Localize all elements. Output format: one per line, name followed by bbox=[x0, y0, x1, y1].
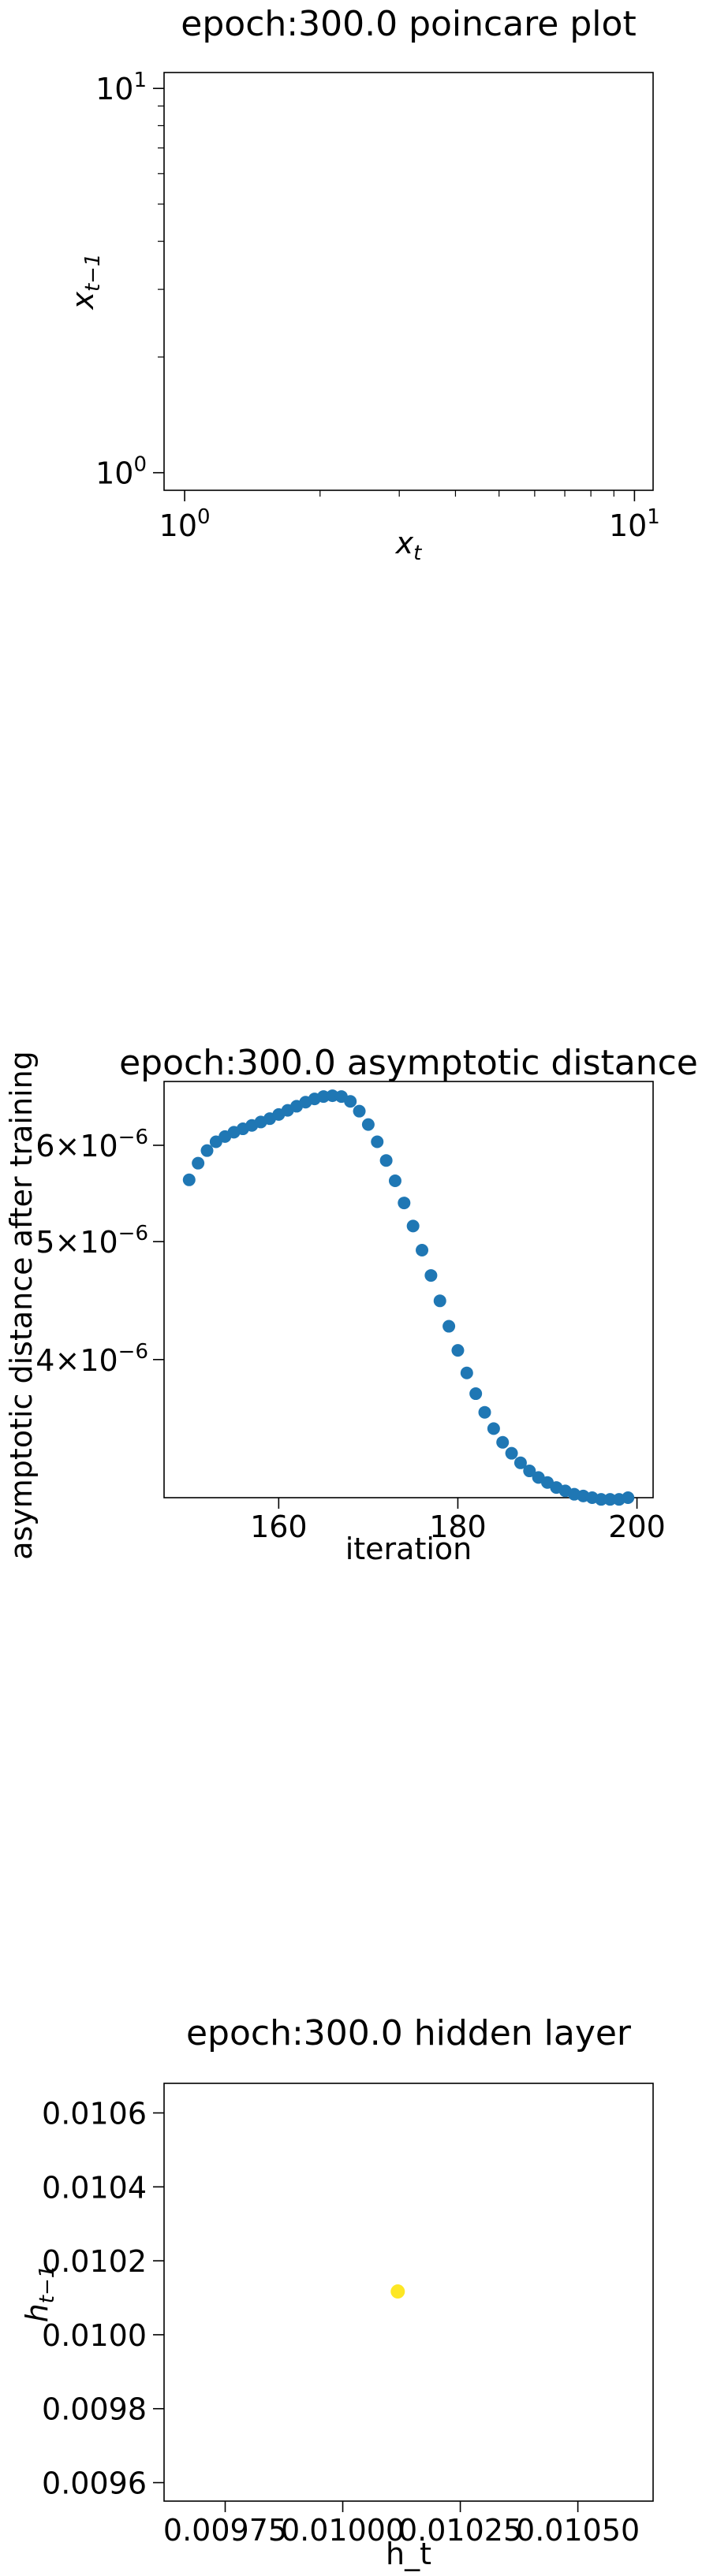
data-points bbox=[182, 1089, 635, 1506]
data-point bbox=[595, 1493, 608, 1506]
data-point bbox=[388, 1174, 401, 1188]
y-tick-label: 0.0106 bbox=[42, 2097, 147, 2131]
plot-frame bbox=[163, 1081, 654, 1498]
y-tick-label: 4×10−6 bbox=[35, 1340, 148, 1378]
y-tick-label: 0.0102 bbox=[42, 2244, 147, 2279]
x-axis-label: iteration bbox=[345, 1532, 472, 1566]
data-point bbox=[182, 1173, 196, 1186]
plot-frame bbox=[163, 72, 654, 491]
data-point bbox=[192, 1156, 205, 1170]
y-tick-label: 100 bbox=[95, 453, 147, 491]
poincare-plot: epoch:300.0 poincare plot 100 101 100 101 x… bbox=[65, 4, 660, 565]
chart-title: epoch:300.0 hidden layer bbox=[186, 2013, 632, 2053]
data-point bbox=[487, 1422, 500, 1435]
y-tick-label: 5×10−6 bbox=[35, 1222, 148, 1260]
data-point bbox=[496, 1435, 510, 1449]
data-point bbox=[603, 1493, 617, 1506]
x-axis-label-text: xt bbox=[395, 526, 423, 565]
data-point bbox=[390, 2284, 405, 2299]
axis-ticks: 160 180 200 6×10−6 5×10−6 4×10−6 bbox=[35, 1126, 666, 1544]
x-tick-label: 200 bbox=[608, 1509, 666, 1544]
hidden-layer-plot: epoch:300.0 hidden layer 0.009750.010000… bbox=[20, 2013, 654, 2571]
data-point bbox=[451, 1344, 465, 1357]
data-point bbox=[200, 1144, 214, 1157]
data-point bbox=[433, 1294, 446, 1308]
data-point bbox=[379, 1154, 393, 1167]
y-axis-label-text: ht−1 bbox=[20, 2265, 59, 2323]
data-point bbox=[424, 1269, 438, 1282]
y-axis-label-text: xt−1 bbox=[65, 253, 105, 310]
y-tick-label: 6×10−6 bbox=[35, 1126, 148, 1163]
data-points bbox=[390, 2284, 405, 2299]
x-tick-label: 101 bbox=[609, 505, 660, 543]
x-tick-label: 0.01025 bbox=[398, 2513, 522, 2548]
x-tick-label: 160 bbox=[250, 1509, 308, 1544]
data-point bbox=[371, 1135, 384, 1148]
x-tick-label: 100 bbox=[159, 505, 211, 543]
data-point bbox=[460, 1366, 473, 1379]
x-axis-label: h_t bbox=[386, 2537, 431, 2571]
chart-title: epoch:300.0 poincare plot bbox=[181, 4, 636, 44]
x-axis-label: xt bbox=[395, 526, 423, 565]
axis-ticks: 100 101 100 101 bbox=[95, 69, 660, 543]
data-point bbox=[361, 1118, 375, 1131]
y-tick-label: 0.0104 bbox=[42, 2170, 147, 2205]
data-point bbox=[344, 1095, 357, 1108]
data-point bbox=[406, 1219, 420, 1233]
y-axis-label: xt−1 bbox=[65, 253, 105, 310]
y-axis-label: asymptotic distance after training bbox=[4, 1051, 39, 1560]
y-tick-label: 0.0098 bbox=[42, 2392, 147, 2427]
data-point bbox=[513, 1456, 527, 1469]
y-tick-label: 0.0100 bbox=[42, 2318, 147, 2353]
x-tick-label: 0.00975 bbox=[163, 2513, 287, 2548]
data-point bbox=[469, 1387, 483, 1401]
asymptotic-distance-plot: epoch:300.0 asymptotic distance 160 180 20… bbox=[4, 1043, 698, 1566]
y-tick-label: 101 bbox=[95, 69, 147, 106]
x-tick-label: 180 bbox=[429, 1509, 487, 1544]
data-point bbox=[505, 1446, 518, 1460]
x-tick-label: 0.01000 bbox=[281, 2513, 405, 2548]
data-point bbox=[416, 1243, 429, 1256]
data-point bbox=[622, 1491, 635, 1504]
data-point bbox=[478, 1405, 491, 1419]
data-point bbox=[353, 1104, 366, 1118]
chart-title: epoch:300.0 asymptotic distance bbox=[119, 1043, 698, 1083]
data-point bbox=[442, 1320, 456, 1333]
y-axis-label: ht−1 bbox=[20, 2265, 59, 2323]
data-point bbox=[398, 1197, 411, 1210]
y-tick-label: 0.0096 bbox=[42, 2466, 147, 2501]
plot-frame bbox=[163, 2083, 654, 2502]
x-tick-label: 0.01050 bbox=[516, 2513, 640, 2548]
data-point bbox=[523, 1465, 536, 1478]
